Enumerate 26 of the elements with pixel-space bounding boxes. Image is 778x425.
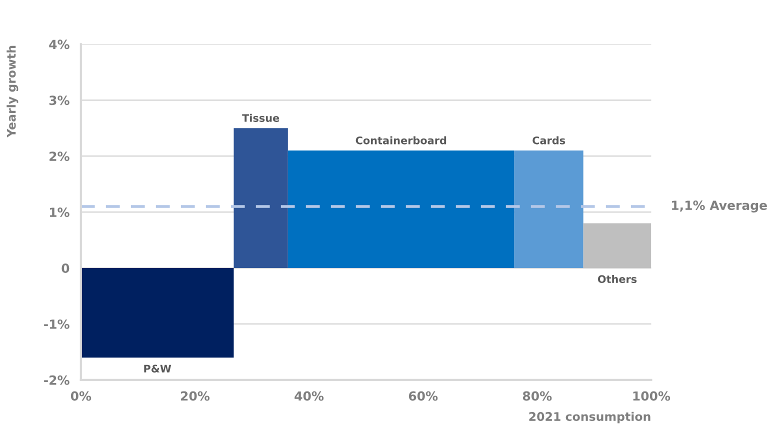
bar <box>234 128 288 268</box>
x-tick-label: 60% <box>408 391 438 401</box>
y-tick-label: 0 <box>62 264 70 273</box>
series-label: P&W <box>144 364 172 373</box>
bar <box>288 150 514 268</box>
y-tick-label: 1% <box>50 208 70 217</box>
bar <box>80 268 234 358</box>
x-tick-label: 40% <box>294 391 324 401</box>
series-label: Others <box>598 274 637 284</box>
series-label: Tissue <box>242 114 280 122</box>
x-tick-label: 20% <box>180 391 210 401</box>
y-tick-label: -2% <box>44 375 70 385</box>
y-tick-label: 4% <box>49 40 70 50</box>
x-tick-label: 80% <box>522 391 552 401</box>
x-tick-label: 100% <box>633 391 670 401</box>
series-label: Containerboard <box>356 136 446 144</box>
x-axis-title: 2021 consumption <box>529 412 650 424</box>
bar <box>583 223 652 268</box>
ref-line-label: 1,1% Average <box>672 200 767 213</box>
bar <box>514 150 584 268</box>
x-tick-label: 0% <box>70 391 92 401</box>
y-tick-label: -1% <box>44 319 70 329</box>
y-axis-title: Yearly growth <box>6 46 18 138</box>
series-label: Cards <box>532 136 566 144</box>
y-tick-label: 2% <box>50 152 70 162</box>
y-tick-label: 3% <box>49 96 70 106</box>
